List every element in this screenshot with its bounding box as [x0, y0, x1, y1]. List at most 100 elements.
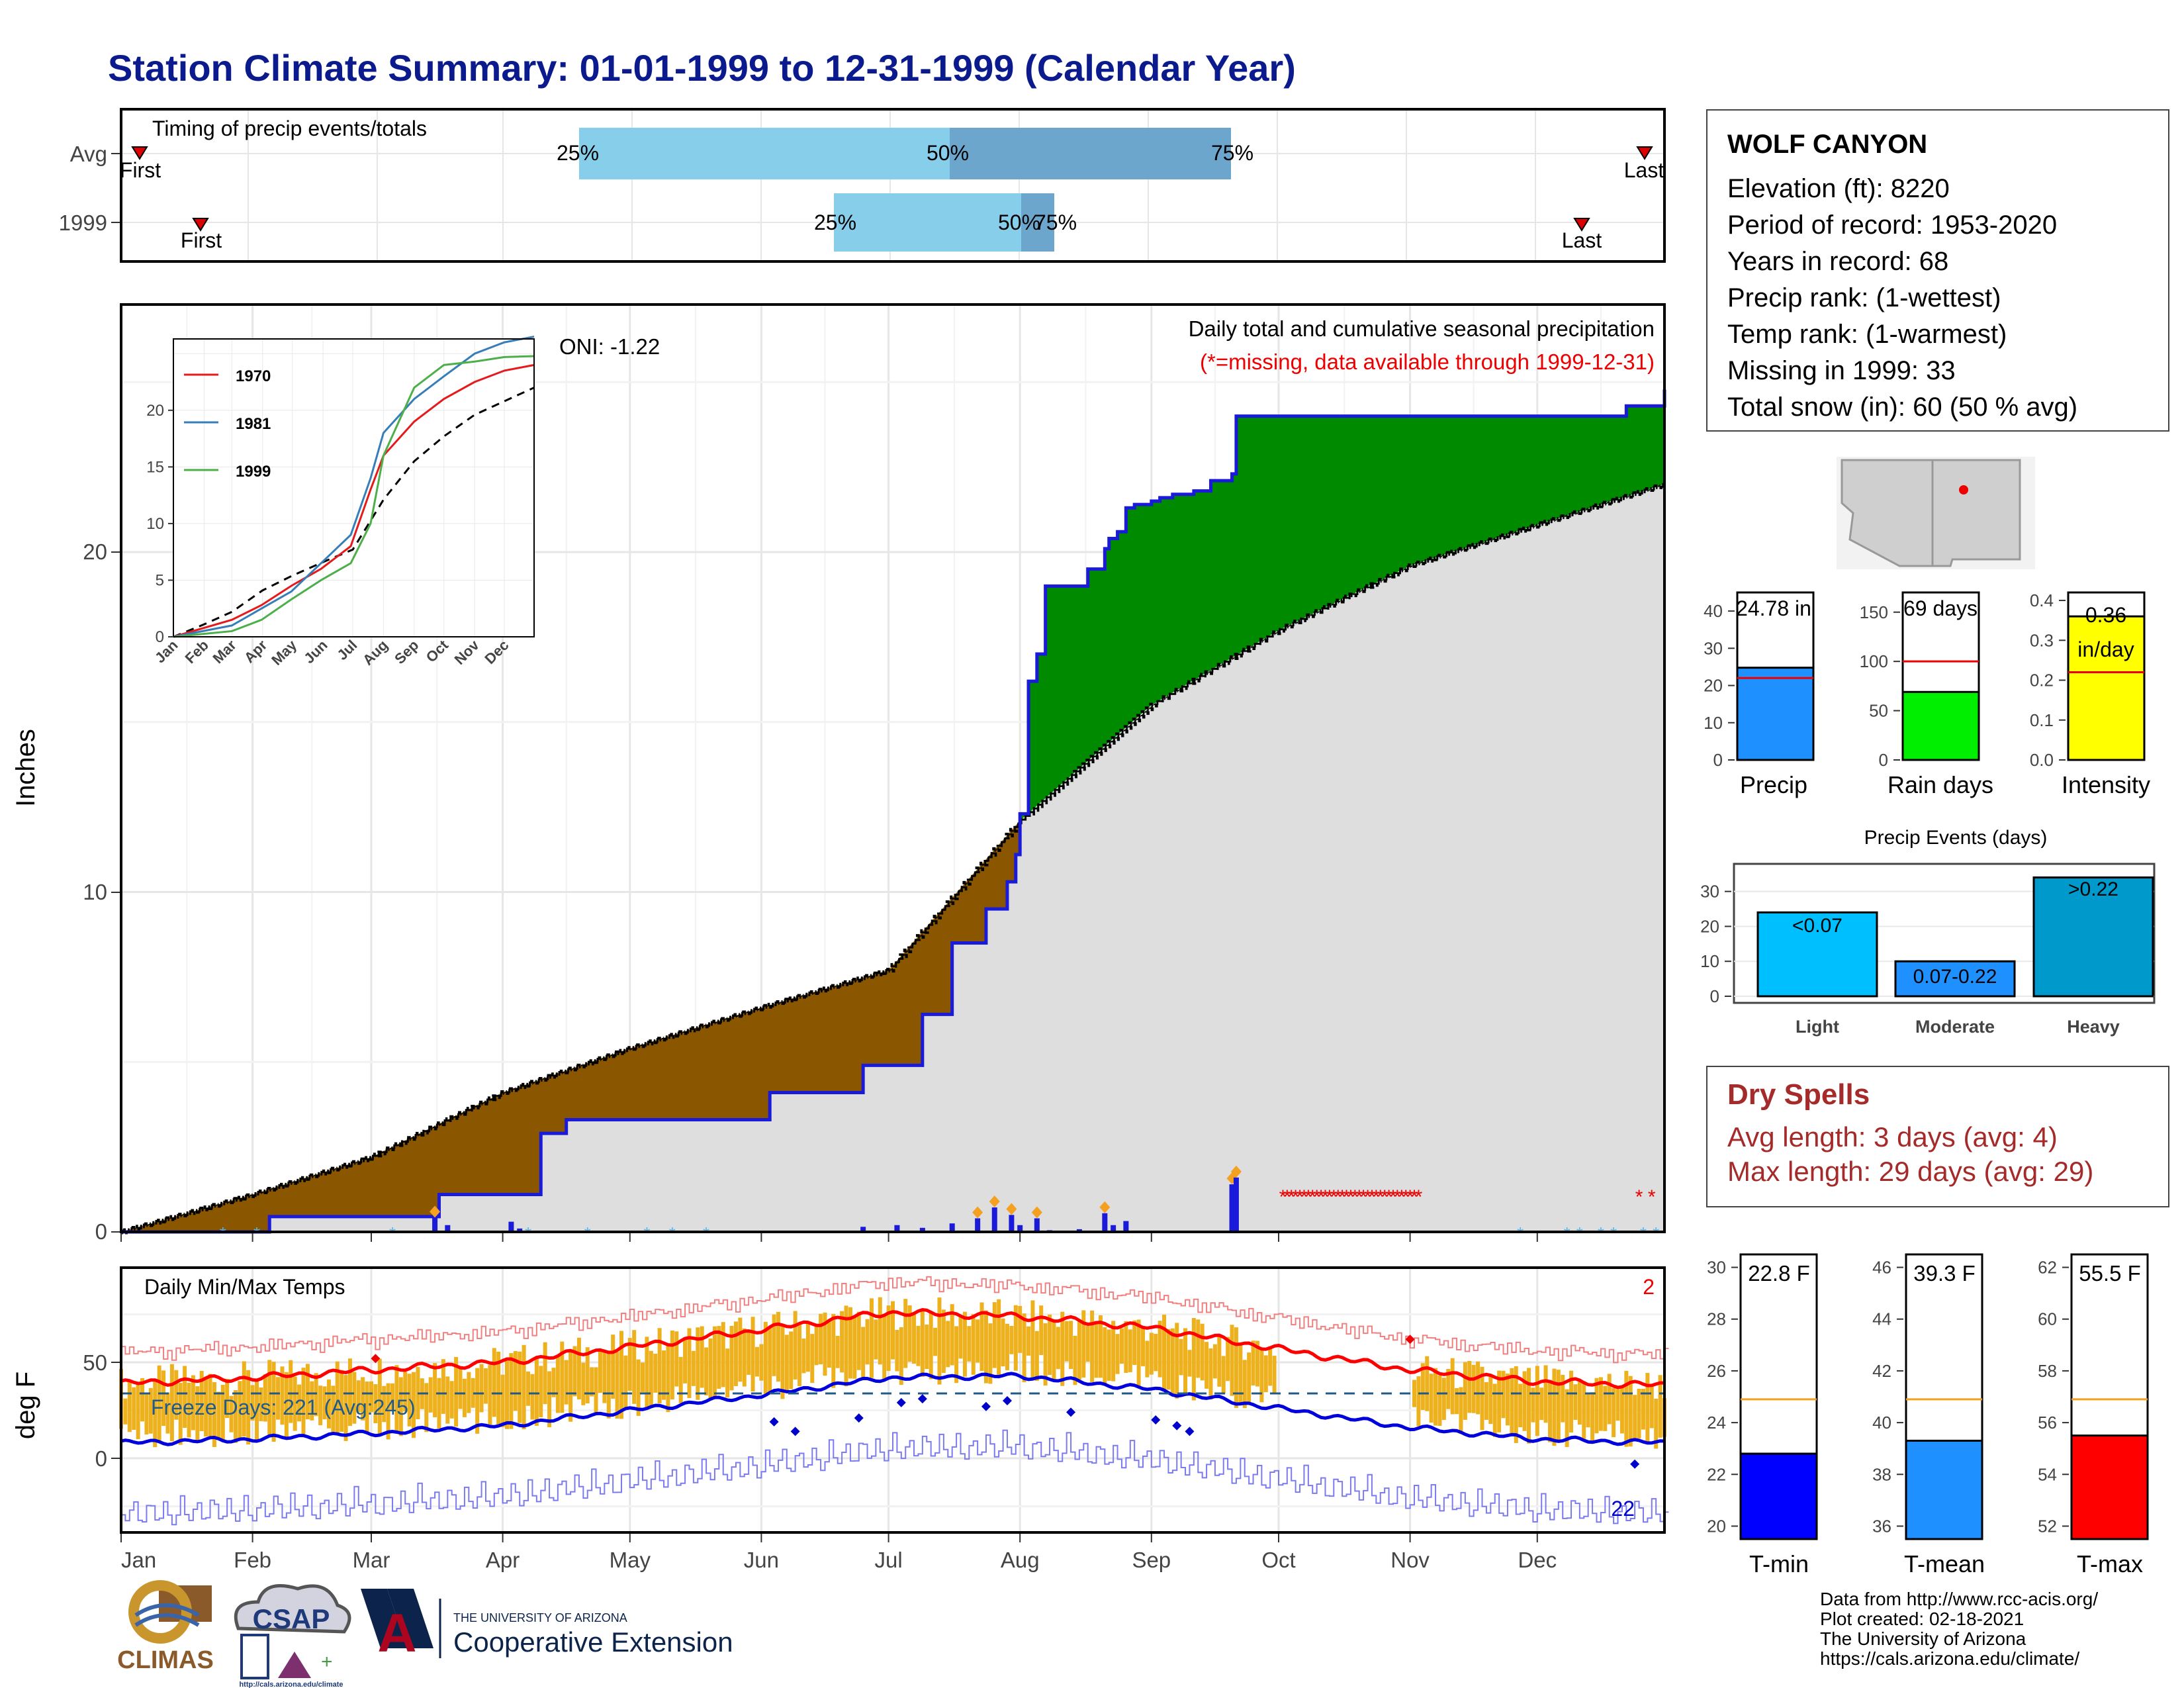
temp-bar-day-235	[1111, 1321, 1116, 1382]
footer-credit-1: Data from http://www.rcc-acis.org/	[1820, 1589, 2099, 1609]
university-of-arizona-logo: A THE UNIVERSITY OF ARIZONA Cooperative …	[361, 1589, 733, 1664]
temp-bar-day-190	[920, 1309, 925, 1377]
temp-bar-day-251	[1179, 1338, 1183, 1376]
temp-bar-day-121	[627, 1338, 632, 1391]
temp-bar-day-173	[848, 1307, 852, 1379]
temp-bar-day-223	[1060, 1311, 1065, 1386]
temp-bar-day-258	[1208, 1348, 1213, 1400]
temp-bar-day-346	[1582, 1381, 1586, 1439]
temp-record-mark-7	[981, 1401, 991, 1411]
temp-bar-day-52	[335, 1361, 340, 1433]
temp-bar-day-63	[382, 1385, 387, 1423]
temp-bar-day-154	[768, 1327, 772, 1392]
temp-bar-day-327	[1501, 1370, 1506, 1419]
temp-bar-day-255	[1196, 1319, 1201, 1378]
inset-ytick-20: 20	[146, 402, 164, 420]
intensity-ytick-0.0: 0.0	[2030, 750, 2054, 770]
temp-bar-day-207	[992, 1302, 997, 1368]
temp-bar-day-98	[530, 1374, 535, 1420]
temp-bar-day-152	[759, 1344, 764, 1381]
temp-bar-day-86	[479, 1364, 484, 1413]
temp-bar-day-218	[1039, 1305, 1044, 1356]
daily-precip-bar-12	[1017, 1225, 1023, 1232]
temp-bar-day-20	[199, 1370, 204, 1431]
temp-bar-day-204	[979, 1302, 984, 1372]
main-ytick-10: 10	[83, 880, 107, 904]
station-precip-rank: Precip rank: (1-wettest)	[1727, 283, 2001, 312]
temp-bar-day-158	[784, 1335, 789, 1391]
intensity-ytick-0.2: 0.2	[2030, 671, 2054, 690]
temp-bar-day-171	[840, 1311, 844, 1373]
events-ytick-20: 20	[1700, 916, 1719, 936]
temp-bar-day-79	[449, 1381, 454, 1419]
temp-bar-day-159	[789, 1331, 794, 1389]
temp-bar-day-59	[365, 1381, 369, 1432]
tmean-bar	[1905, 1439, 1983, 1540]
avg-p50-label: 50%	[927, 141, 969, 165]
avg-last-label: Last	[1624, 158, 1664, 182]
temp-bar-day-231	[1094, 1321, 1099, 1378]
intensity-ytick-0.1: 0.1	[2030, 710, 2054, 730]
temp-bar-day-19	[195, 1386, 200, 1441]
temp-bar-day-174	[852, 1317, 857, 1379]
temp-bar-day-73	[424, 1383, 429, 1432]
temp-bar-day-211	[1009, 1326, 1014, 1354]
temp-bar-day-220	[1048, 1314, 1052, 1376]
tmean-ytick-44: 44	[1872, 1309, 1891, 1329]
dry-spells-max: Max length: 29 days (avg: 29)	[1727, 1156, 2094, 1187]
temp-record-markers	[371, 1335, 1640, 1469]
temp-bar-day-5	[136, 1384, 140, 1440]
temp-bar-day-155	[772, 1314, 776, 1376]
precip-total-chart: 0 10 20 30 40	[1704, 591, 1815, 770]
temp-bar-day-97	[526, 1371, 531, 1406]
temp-bar-day-112	[590, 1367, 594, 1397]
temp-bar-day-263	[1230, 1325, 1234, 1396]
temp-bar-day-160	[793, 1311, 797, 1380]
temp-bar-day-28	[233, 1389, 238, 1443]
main-ylabel: Inches	[11, 729, 40, 807]
temp-bar-day-148	[742, 1328, 747, 1387]
temp-bar-day-70	[412, 1372, 416, 1438]
timing-row-avg: Avg	[70, 142, 107, 166]
temp-bar-day-345	[1577, 1382, 1582, 1425]
temp-bar-day-25	[220, 1385, 225, 1440]
temp-bar-day-150	[751, 1317, 755, 1392]
missing-mark-7: *	[1308, 1186, 1316, 1208]
temp-bar-day-354	[1615, 1389, 1620, 1421]
climas-wordmark: CLIMAS	[117, 1646, 214, 1674]
tmax-ytick-62: 62	[2038, 1258, 2057, 1278]
events-ytick-0: 0	[1710, 986, 1719, 1006]
precip-axis-label: Precip	[1740, 771, 1807, 798]
temp-bar-day-116	[606, 1350, 611, 1419]
temp-bar-day-107	[569, 1351, 573, 1422]
temp-bar-day-239	[1128, 1329, 1132, 1372]
temp-record-mark-2	[769, 1417, 779, 1427]
csap-wordmark: CSAP	[253, 1603, 330, 1634]
events-cat-heavy: Heavy	[2067, 1017, 2120, 1037]
temp-bar-day-193	[933, 1327, 938, 1356]
temp-bar-day-55	[347, 1358, 352, 1427]
avg-timing-bar-early	[579, 128, 950, 179]
raindays-ytick-0: 0	[1879, 750, 1888, 770]
temp-bar-day-65	[390, 1383, 395, 1411]
inset-ytick-0: 0	[156, 628, 164, 646]
temp-bar-day-219	[1043, 1323, 1048, 1386]
temp-record-mark-6	[917, 1394, 927, 1404]
temp-bar-day-191	[925, 1324, 929, 1370]
missing-mark-26: *	[1389, 1186, 1397, 1208]
temp-bar-day-119	[619, 1331, 623, 1419]
temp-bar-day-348	[1590, 1392, 1595, 1444]
temp-bar-day-343	[1569, 1370, 1574, 1433]
tmax-bar	[2070, 1434, 2149, 1540]
temp-bar-day-166	[819, 1313, 823, 1365]
intensity-chart: 0.0 0.1 0.2 0.3 0.4	[2030, 590, 2146, 770]
temp-bar-day-170	[835, 1336, 840, 1368]
temp-bar-day-333	[1526, 1368, 1531, 1444]
temp-bar-day-244	[1149, 1333, 1154, 1375]
temp-bar-day-357	[1628, 1376, 1633, 1447]
temp-bar-day-9	[153, 1380, 158, 1448]
temp-bar-day-68	[403, 1372, 408, 1412]
month-label-Jul: Jul	[874, 1548, 902, 1572]
temp-bar-day-177	[865, 1319, 870, 1365]
month-label-May: May	[610, 1548, 651, 1572]
